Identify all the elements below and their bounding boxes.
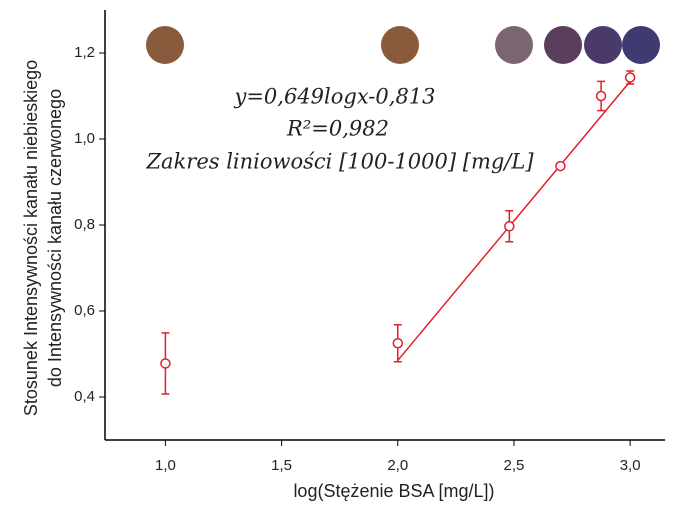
swatch: [495, 26, 533, 64]
swatch: [146, 26, 184, 64]
swatch: [622, 26, 660, 64]
swatch: [544, 26, 582, 64]
range-note: Zakres liniowości [100-1000] [mg/L]: [145, 150, 534, 174]
y-axis-label: do Intensywności kanału czerwonego: [45, 89, 65, 387]
swatch: [381, 26, 419, 64]
y-tick-label: 1,0: [74, 130, 95, 147]
y-axis-label: Stosunek Intensywności kanału niebieskie…: [21, 60, 41, 416]
x-tick-label: 3,0: [620, 457, 641, 474]
y-tick-label: 0,8: [74, 216, 95, 233]
equation: y=0,649logx-0,813: [233, 85, 435, 109]
point: [624, 72, 636, 83]
point: [504, 221, 515, 232]
x-tick-label: 2,0: [387, 457, 408, 474]
point: [160, 358, 171, 369]
y-tick-label: 0,4: [74, 388, 95, 405]
swatch: [584, 26, 622, 64]
y-tick-label: 1,2: [74, 44, 95, 61]
x-tick-label: 1,5: [271, 457, 292, 474]
point: [392, 338, 404, 349]
y-tick-label: 0,6: [74, 302, 95, 319]
sample-swatches: [146, 26, 660, 64]
point: [555, 160, 566, 172]
r-squared: R²=0,982: [286, 117, 389, 141]
fit-line: [397, 80, 631, 361]
x-tick-label: 1,0: [155, 457, 176, 474]
x-axis-label: log(Stężenie BSA [mg/L]): [293, 481, 494, 501]
x-tick-label: 2,5: [504, 457, 525, 474]
point: [595, 90, 607, 102]
